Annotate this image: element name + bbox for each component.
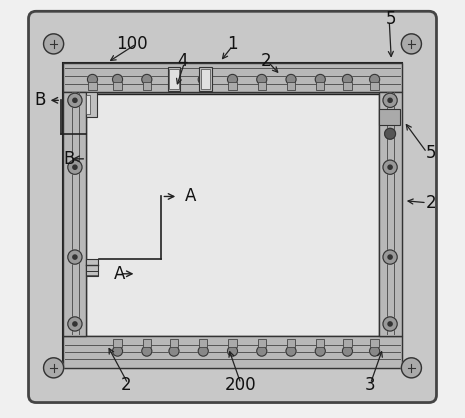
Circle shape xyxy=(44,34,64,54)
Bar xyxy=(143,82,151,90)
Bar xyxy=(258,339,266,347)
Text: 200: 200 xyxy=(225,375,257,394)
Bar xyxy=(143,339,151,347)
Circle shape xyxy=(169,74,179,84)
Circle shape xyxy=(315,346,326,356)
Circle shape xyxy=(315,74,326,84)
Circle shape xyxy=(44,358,64,378)
Bar xyxy=(63,336,402,368)
Bar xyxy=(86,94,379,336)
Bar xyxy=(199,339,207,347)
Bar xyxy=(316,339,325,347)
Text: 100: 100 xyxy=(116,35,148,53)
Circle shape xyxy=(385,128,396,139)
Circle shape xyxy=(383,160,397,174)
Circle shape xyxy=(383,317,397,331)
Circle shape xyxy=(342,74,352,84)
Bar xyxy=(201,69,210,89)
Bar xyxy=(316,82,325,90)
Circle shape xyxy=(342,346,352,356)
Text: 5: 5 xyxy=(426,143,436,162)
Circle shape xyxy=(370,346,379,356)
Text: 1: 1 xyxy=(227,35,238,53)
Circle shape xyxy=(388,255,392,259)
Bar xyxy=(379,109,400,125)
Circle shape xyxy=(401,34,421,54)
Circle shape xyxy=(113,346,123,356)
Circle shape xyxy=(388,98,392,102)
Circle shape xyxy=(198,346,208,356)
Text: 2: 2 xyxy=(260,51,271,70)
Circle shape xyxy=(401,358,421,378)
Circle shape xyxy=(68,317,82,331)
FancyBboxPatch shape xyxy=(28,11,437,403)
Bar xyxy=(287,339,295,347)
Bar xyxy=(63,92,86,336)
Bar xyxy=(228,339,237,347)
Circle shape xyxy=(257,346,267,356)
Bar xyxy=(88,82,97,90)
Bar xyxy=(168,67,180,91)
Text: 2: 2 xyxy=(426,194,436,212)
Bar xyxy=(371,82,379,90)
Bar xyxy=(86,92,97,117)
Circle shape xyxy=(388,165,392,169)
Circle shape xyxy=(73,165,77,169)
Text: A: A xyxy=(185,187,196,206)
Bar xyxy=(371,339,379,347)
Circle shape xyxy=(227,74,238,84)
Bar xyxy=(199,67,212,91)
Circle shape xyxy=(169,346,179,356)
Bar xyxy=(343,82,352,90)
Text: B: B xyxy=(64,150,75,168)
Bar xyxy=(170,82,178,90)
Bar xyxy=(86,259,98,276)
Circle shape xyxy=(227,346,238,356)
Circle shape xyxy=(113,74,123,84)
Bar xyxy=(63,63,402,92)
Text: A: A xyxy=(114,265,126,283)
Circle shape xyxy=(68,250,82,264)
Text: B: B xyxy=(34,91,46,110)
Bar xyxy=(170,339,178,347)
Bar xyxy=(258,82,266,90)
Circle shape xyxy=(198,74,208,84)
Text: 3: 3 xyxy=(365,375,376,394)
Circle shape xyxy=(286,74,296,84)
Circle shape xyxy=(383,250,397,264)
Text: 5: 5 xyxy=(386,10,397,28)
Circle shape xyxy=(257,74,267,84)
Circle shape xyxy=(286,346,296,356)
Text: 2: 2 xyxy=(120,375,131,394)
Bar xyxy=(113,339,122,347)
Bar xyxy=(169,69,179,89)
Circle shape xyxy=(68,160,82,174)
Circle shape xyxy=(142,346,152,356)
Circle shape xyxy=(73,322,77,326)
Bar xyxy=(63,63,402,368)
Circle shape xyxy=(73,98,77,102)
Circle shape xyxy=(68,93,82,107)
Bar xyxy=(287,82,295,90)
Bar xyxy=(379,92,402,336)
Circle shape xyxy=(383,93,397,107)
Circle shape xyxy=(87,74,98,84)
Circle shape xyxy=(73,255,77,259)
Bar xyxy=(86,95,90,114)
Bar xyxy=(228,82,237,90)
Bar xyxy=(113,82,122,90)
Bar xyxy=(199,82,207,90)
Circle shape xyxy=(388,322,392,326)
Circle shape xyxy=(370,74,379,84)
Circle shape xyxy=(142,74,152,84)
Text: 4: 4 xyxy=(177,51,187,70)
Bar xyxy=(343,339,352,347)
